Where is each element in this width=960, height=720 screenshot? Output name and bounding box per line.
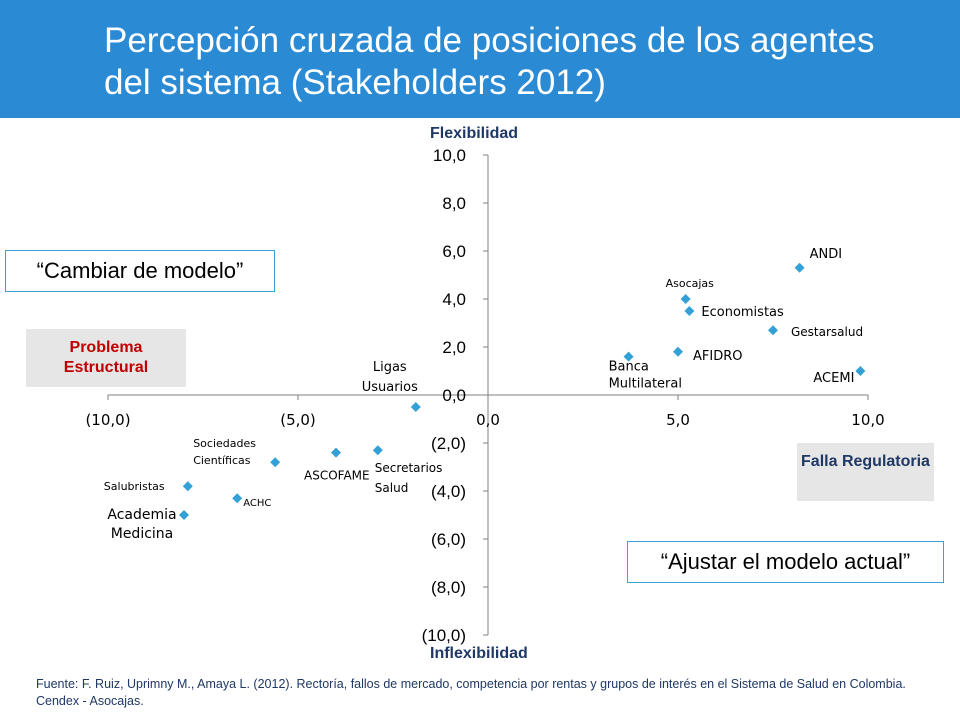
data-point-label: Secretarios Salud <box>375 461 443 495</box>
y-tick-label: 6,0 <box>442 242 466 261</box>
data-point-marker <box>768 325 778 336</box>
data-point-marker <box>794 262 805 273</box>
cambiar-modelo-box: “Cambiar de modelo” <box>5 250 275 292</box>
data-point-marker <box>623 351 634 362</box>
y-tick-label: (6,0) <box>431 530 466 549</box>
y-tick-label: (2,0) <box>431 434 466 453</box>
falla-regulatoria-box: Falla Regulatoria <box>797 443 934 501</box>
data-point-label: ASCOFAME <box>304 469 370 483</box>
y-tick-label: (10,0) <box>422 626 466 645</box>
y-tick-label: 10,0 <box>433 146 466 165</box>
data-point-marker <box>372 445 383 456</box>
data-point-label: Banca Multilateral <box>609 360 682 392</box>
data-point-label: Ligas Usuarios <box>362 360 418 395</box>
data-point-marker <box>680 294 691 304</box>
slide-title: Percepción cruzada de posiciones de los … <box>104 21 875 102</box>
data-point-marker <box>182 481 193 492</box>
data-point-label: Sociedades Científicas <box>193 437 256 467</box>
y-tick-label: 0,0 <box>442 386 466 405</box>
data-point-label: ACHC <box>243 498 271 509</box>
y-axis-top-label: Flexibilidad <box>430 125 519 142</box>
source-note: Fuente: F. Ruiz, Uprimny M., Amaya L. (2… <box>36 677 906 708</box>
y-tick-label: 8,0 <box>442 194 466 213</box>
data-point-marker <box>331 447 341 458</box>
x-tick-label: (5,0) <box>280 411 316 429</box>
data-point-marker <box>673 346 683 357</box>
data-point-marker <box>855 366 866 376</box>
y-tick-label: (4,0) <box>431 482 466 501</box>
data-point-marker <box>270 457 281 468</box>
x-tick-label: (10,0) <box>85 411 130 429</box>
scatter-chart: (10,0) (5,0) 0,0 5,0 10,0 10,0 8,0 6,0 4,0 2,0 0,0… <box>85 146 884 645</box>
data-point-label: AFIDRO <box>693 349 742 364</box>
data-point-marker <box>684 306 695 316</box>
falla-regulatoria-label: Falla Regulatoria <box>801 453 930 470</box>
data-point-label: Economistas <box>701 305 784 320</box>
y-tick-label: 2,0 <box>442 338 466 357</box>
data-point-label: Salubristas <box>104 480 165 493</box>
ajustar-modelo-box: “Ajustar el modelo actual” <box>627 541 944 583</box>
data-point-marker <box>410 402 421 412</box>
data-point-label: ACEMI <box>813 371 854 386</box>
data-point-marker <box>179 510 189 520</box>
y-axis-bottom-label: Inflexibilidad <box>430 645 528 662</box>
data-point-label: Gestarsalud <box>791 325 863 339</box>
title-bar: Percepción cruzada de posiciones de los … <box>0 0 960 118</box>
x-tick-label: 10,0 <box>851 411 884 429</box>
y-tick-label: 4,0 <box>442 290 466 309</box>
problema-estructural-box: Problema Estructural <box>26 329 186 387</box>
x-tick-label: 5,0 <box>666 411 690 429</box>
data-point-label: Asocajas <box>666 277 715 290</box>
problema-estructural-label: Problema Estructural <box>63 339 149 376</box>
data-point-marker <box>232 493 243 504</box>
x-tick-label: 0,0 <box>476 411 500 429</box>
y-tick-label: (8,0) <box>431 578 466 597</box>
data-point-label: ANDI <box>810 247 842 262</box>
data-point-label: Academia Medicina <box>107 507 176 542</box>
